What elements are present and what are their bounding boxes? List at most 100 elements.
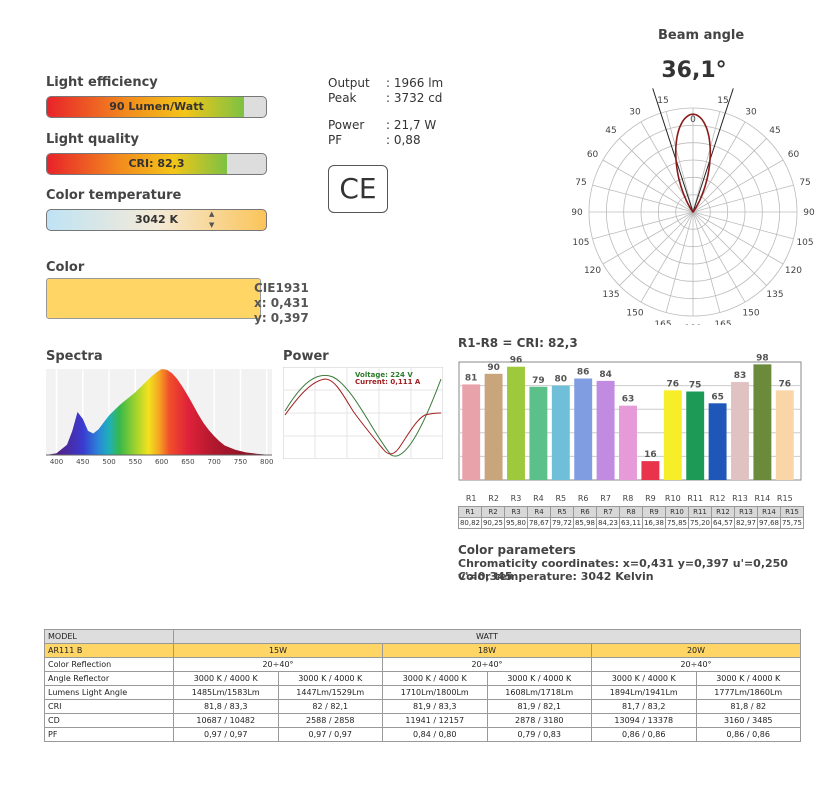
spec-cell: 1447Lm/1529Lm <box>277 685 383 700</box>
polar-angle-label: 105 <box>796 238 813 248</box>
spec-cell: 20÷40° <box>382 657 592 672</box>
polar-angle-label: 0 <box>690 115 696 125</box>
pf-label: PF <box>328 133 343 147</box>
cri-bar-R2 <box>484 373 503 480</box>
ce-mark-icon: CE <box>328 165 388 213</box>
efficiency-title: Light efficiency <box>46 75 158 90</box>
cri-data-label: 63 <box>622 395 635 405</box>
polar-angle-label: 45 <box>769 126 780 136</box>
cri-table-value-row: 80,82 90,25 95,80 78,67 79,72 85,98 84,23 63,11… <box>458 517 804 529</box>
spec-cell: 0,84 / 0,80 <box>382 727 488 742</box>
spec-cell: 3160 / 3485 <box>695 713 801 728</box>
cri-bar-R7 <box>596 380 615 480</box>
polar-spoke <box>619 138 694 213</box>
spec-cell: 82 / 82,1 <box>277 699 383 714</box>
spec-cell: 3000 K / 4000 K <box>695 671 801 686</box>
polar-angle-label: 150 <box>742 308 759 318</box>
cri-table-header: R6 <box>573 506 597 518</box>
quality-title: Light quality <box>46 132 139 147</box>
cri-table-value: 95,80 <box>504 517 528 529</box>
spec-body: Color Reflection 20÷40° 20÷40° 20÷40° Angle … <box>44 657 801 742</box>
cri-data-label: 76 <box>779 379 792 389</box>
spec-cell: 81,8 / 83,3 <box>173 699 279 714</box>
spec-cell: 3000 K / 4000 K <box>591 671 697 686</box>
temp-down-icon: ▼ <box>209 221 215 229</box>
cri-bar-R1 <box>462 384 481 480</box>
polar-spoke <box>640 211 694 303</box>
spectra-tick-label: 750 <box>234 458 247 466</box>
spectra-tick-label: 600 <box>155 458 168 466</box>
polar-spoke <box>692 211 784 265</box>
temperature-title: Color temperature <box>46 188 182 203</box>
efficiency-bar: 90 Lumen/Watt <box>46 96 267 118</box>
power-value: : 21,7 W <box>386 118 437 132</box>
spec-header-row: MODEL WATT <box>44 629 801 644</box>
spec-cell: 1710Lm/1800Lm <box>382 685 488 700</box>
cri-table-header: R10 <box>665 506 689 518</box>
model-name: AR111 B <box>44 643 174 658</box>
cri-bar-R14 <box>753 364 772 480</box>
pf-value: : 0,88 <box>386 133 421 147</box>
polar-spoke <box>692 211 767 286</box>
cri-table-header: R4 <box>527 506 551 518</box>
polar-angle-label: 45 <box>605 126 616 136</box>
polar-angle-label: 90 <box>572 208 583 218</box>
cri-bar-R9 <box>641 461 660 480</box>
output-label: Output <box>328 76 370 90</box>
cri-table-value: 85,98 <box>573 517 597 529</box>
spectra-tick-label: 700 <box>207 458 220 466</box>
cri-table-value: 16,38 <box>642 517 666 529</box>
cri-data-label: 75 <box>689 381 702 391</box>
cri-tick-label: R4 <box>533 494 544 503</box>
cri-bar-R5 <box>551 385 570 480</box>
cri-table-header: R2 <box>481 506 505 518</box>
cri-bar-chart: 81 R1 90 R2 96 R3 79 R4 80 R5 86 R6 84 R7 63 R8 16 R9 76 R1… <box>458 353 802 503</box>
cri-tick-label: R10 <box>665 494 681 503</box>
spec-row: PF 0,97 / 0,97 0,97 / 0,97 0,84 / 0,80 0,79 … <box>44 727 801 742</box>
cri-table-value: 63,11 <box>619 517 643 529</box>
spec-row: CD 10687 / 10482 2588 / 2858 11941 / 12157 2… <box>44 713 801 728</box>
cri-table-value: 97,68 <box>757 517 781 529</box>
chromaticity-text: Chromaticity coordinates: x=0,431 y=0,39… <box>458 557 788 583</box>
cri-tick-label: R7 <box>600 494 611 503</box>
cri-bar-R6 <box>574 378 593 480</box>
polar-spoke <box>592 211 694 240</box>
cie-x: x: 0,431 <box>254 296 309 310</box>
cri-table-header: R9 <box>642 506 666 518</box>
temperature-value: 3042 K <box>135 213 178 226</box>
spectra-tick-label: 500 <box>102 458 115 466</box>
cri-table-value: 75,85 <box>665 517 689 529</box>
cri-table-value: 64,57 <box>711 517 735 529</box>
spec-table: MODEL WATT AR111 B 15W 18W 20W Color Ref… <box>44 629 801 742</box>
spec-cell: 3000 K / 4000 K <box>277 671 383 686</box>
cri-bar-R4 <box>529 386 548 480</box>
polar-angle-label: 165 <box>714 320 731 325</box>
cri-tick-label: R12 <box>710 494 726 503</box>
cri-table-header: R1 <box>458 506 482 518</box>
cri-tick-label: R15 <box>777 494 793 503</box>
spec-cell: 3000 K / 4000 K <box>382 671 488 686</box>
cri-data-label: 90 <box>487 363 500 373</box>
spec-cell: 11941 / 12157 <box>382 713 488 728</box>
spec-cell: 2878 / 3180 <box>486 713 592 728</box>
cri-table-value: 75,75 <box>780 517 804 529</box>
spec-row-label: Color Reflection <box>44 657 174 672</box>
spectra-tick-label: 650 <box>181 458 194 466</box>
spec-row-label: CD <box>44 713 174 728</box>
polar-spoke <box>619 211 694 286</box>
cri-data-label: 76 <box>667 379 680 389</box>
spec-cell: 0,86 / 0,86 <box>695 727 801 742</box>
cri-data-label: 81 <box>465 373 478 383</box>
polar-angle-label: 75 <box>575 178 586 188</box>
spec-cell: 13094 / 13378 <box>591 713 697 728</box>
cri-bar-R3 <box>507 366 525 480</box>
polar-angle-label: 135 <box>766 290 783 300</box>
spec-row-label: CRI <box>44 699 174 714</box>
polar-angle-label: 60 <box>788 150 800 160</box>
polar-spoke <box>692 211 721 313</box>
spectra-tick-label: 450 <box>76 458 89 466</box>
voltage-curve <box>284 374 442 457</box>
spec-cell: 0,97 / 0,97 <box>277 727 383 742</box>
polar-spoke <box>692 159 784 213</box>
output-value: : 1966 lm <box>386 76 444 90</box>
